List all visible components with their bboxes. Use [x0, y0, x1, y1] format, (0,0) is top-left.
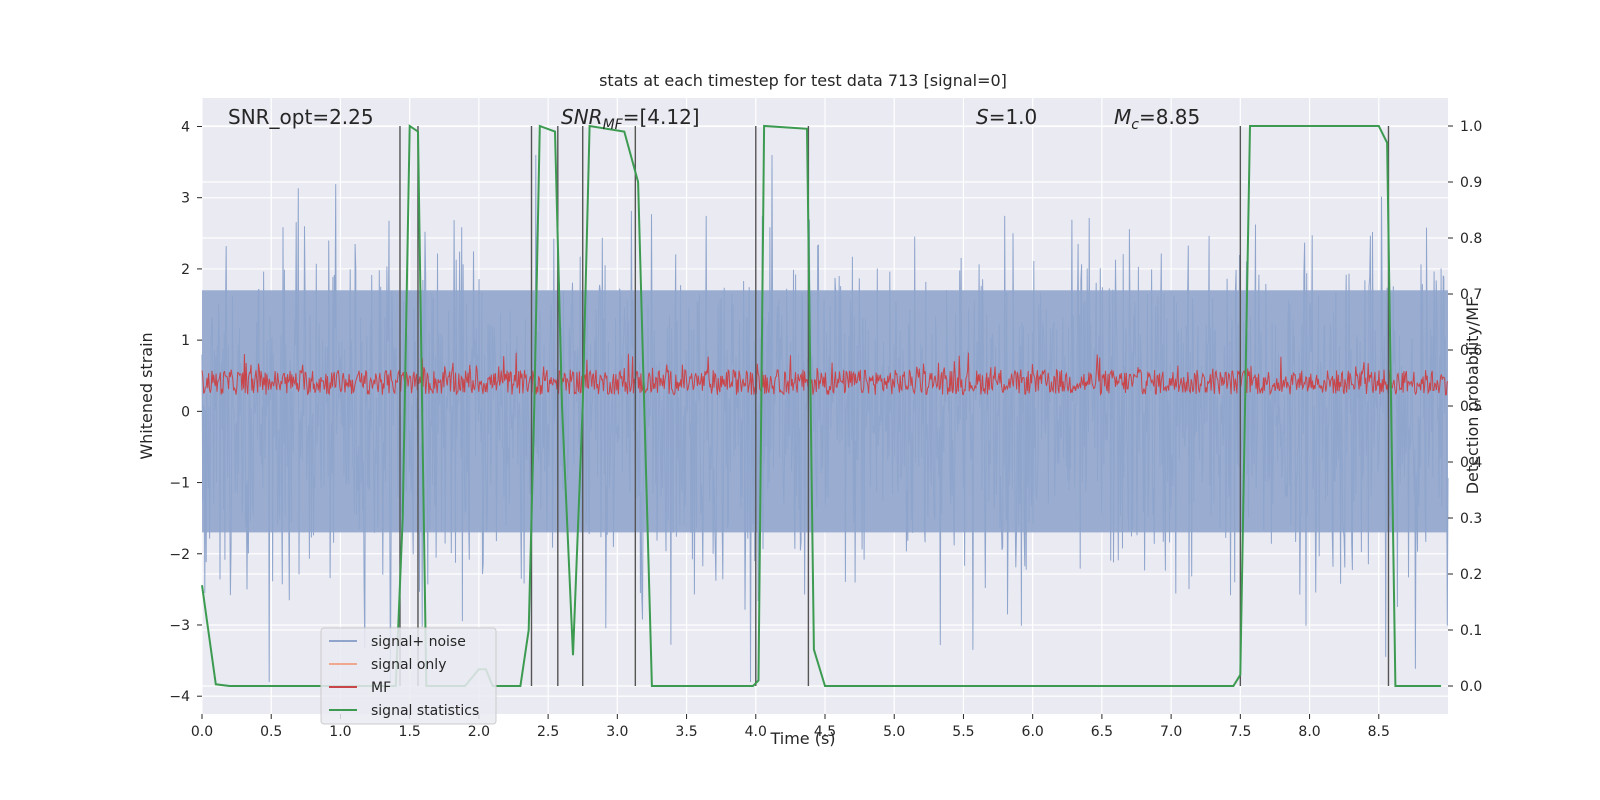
legend-label-signal-noise: signal+ noise — [371, 634, 466, 650]
y2-tick-label: 0.4 — [1460, 455, 1482, 471]
y2-tick-label: 0.6 — [1460, 343, 1482, 359]
y2-tick-label: 0.3 — [1460, 511, 1482, 527]
annotation-s: S=1.0 — [976, 105, 1037, 129]
x-axis-title: Time (s) — [769, 729, 835, 748]
y-tick-label: 2 — [181, 262, 190, 278]
x-tick-label: 4.0 — [745, 724, 767, 740]
y2-tick-label: 1.0 — [1460, 119, 1482, 135]
x-tick-label: 7.5 — [1229, 724, 1251, 740]
x-tick-label: 0.0 — [191, 724, 213, 740]
legend-label-signal-statistics: signal statistics — [371, 703, 479, 719]
x-tick-label: 6.0 — [1022, 724, 1044, 740]
x-tick-label: 5.5 — [952, 724, 974, 740]
y2-axis-title: Detection probability/MF — [1463, 298, 1482, 495]
y2-tick-label: 0.1 — [1460, 623, 1482, 639]
y-tick-label: −2 — [169, 547, 190, 563]
x-tick-label: 3.0 — [606, 724, 628, 740]
legend-label-signal-only: signal only — [371, 657, 446, 673]
legend: signal+ noise signal only MF signal stat… — [320, 627, 497, 725]
signal-statistics-line — [201, 124, 1442, 687]
y-tick-label: 1 — [181, 333, 190, 349]
x-tick-label: 1.0 — [329, 724, 351, 740]
chart-title: stats at each timestep for test data 713… — [599, 71, 1007, 90]
y2-tick-label: 0.2 — [1460, 567, 1482, 583]
y-axis-title: Whitened strain — [137, 332, 156, 459]
x-tick-label: 4.5 — [814, 724, 836, 740]
x-tick-label: 3.5 — [675, 724, 697, 740]
x-tick-label: 2.0 — [468, 724, 490, 740]
y2-tick-label: 0.7 — [1460, 287, 1482, 303]
y-tick-label: −4 — [169, 689, 190, 705]
x-tick-label: 2.5 — [537, 724, 559, 740]
x-tick-label: 8.5 — [1368, 724, 1390, 740]
y-tick-label: 0 — [181, 404, 190, 420]
series-signal-statistics — [201, 124, 1442, 687]
x-tick-label: 8.0 — [1298, 724, 1320, 740]
x-tick-label: 1.5 — [399, 724, 421, 740]
y-tick-label: −1 — [169, 476, 190, 492]
axis-ticks: 0.0 0.5 1.0 1.5 2.0 2.5 3.0 3.5 4.0 4.5 5.0 5.5 6.0 6… — [169, 119, 1482, 740]
legend-label-mf: MF — [371, 680, 391, 696]
y-tick-label: −3 — [169, 618, 190, 634]
annotation-mc: Mc=8.85 — [1114, 105, 1200, 133]
y-tick-label: 4 — [181, 119, 190, 135]
y2-tick-label: 0.5 — [1460, 399, 1482, 415]
annotation-snr-mf: SNRMF=[4.12] — [561, 105, 700, 133]
x-tick-label: 5.0 — [883, 724, 905, 740]
x-tick-label: 7.0 — [1160, 724, 1182, 740]
y-tick-label: 3 — [181, 191, 190, 207]
legend-box — [320, 627, 497, 725]
x-tick-label: 0.5 — [260, 724, 282, 740]
annotation-snr-opt: SNR_opt=2.25 — [228, 105, 374, 129]
y2-tick-label: 0.0 — [1460, 679, 1482, 695]
y2-tick-label: 0.8 — [1460, 231, 1482, 247]
y2-tick-label: 0.9 — [1460, 175, 1482, 191]
x-tick-label: 6.5 — [1091, 724, 1113, 740]
